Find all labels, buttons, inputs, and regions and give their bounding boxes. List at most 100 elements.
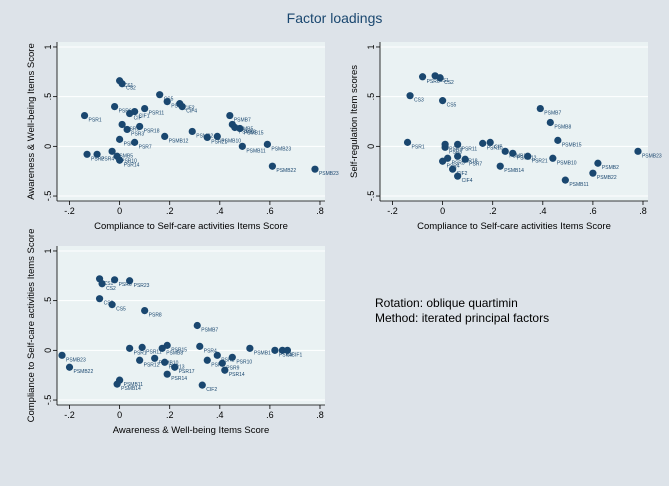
point-label: CIF1 <box>139 114 150 120</box>
point-label: PSR8 <box>124 141 137 147</box>
y-axis-title: Compliance to Self-care activities Items… <box>26 229 37 423</box>
data-point <box>126 277 134 285</box>
data-point <box>163 98 171 106</box>
data-point <box>131 107 139 116</box>
point-label: PSMB22 <box>597 175 617 181</box>
point-label: PSR6 <box>119 109 132 115</box>
point-label: PSR1 <box>412 144 425 150</box>
point-label: PSR14 <box>124 162 140 168</box>
x-tick-label: .6 <box>266 206 274 216</box>
data-point <box>594 159 602 167</box>
point-label: PSMB5 <box>236 126 253 132</box>
point-label: CIF2 <box>457 171 468 177</box>
point-label: PSMB7 <box>201 328 218 334</box>
point-label: PSMB22 <box>74 369 94 375</box>
point-label: PSR11 <box>146 349 162 355</box>
rotation-note: Rotation: oblique quartimin <box>375 296 518 310</box>
y-axis-title: Self-regulation Item scores <box>349 65 360 178</box>
data-point <box>278 346 287 354</box>
point-label: PSMB1 <box>254 350 271 356</box>
data-point <box>268 162 277 170</box>
point-label: PSR18 <box>462 158 478 164</box>
data-point <box>161 358 169 366</box>
point-label: PSR1 <box>89 118 102 124</box>
point-label: CIF4 <box>462 178 473 184</box>
y-tick-label: -.5 <box>43 395 53 406</box>
data-point <box>136 122 144 131</box>
point-label: PSR9 <box>449 146 462 152</box>
point-label: PSMB11 <box>246 148 266 154</box>
plot-area <box>57 42 325 201</box>
method-note: Method: iterated principal factors <box>375 311 550 325</box>
point-label: PSMB10 <box>159 360 179 366</box>
x-axis-title: Compliance to Self-care activities Items… <box>94 221 288 232</box>
y-tick-label: .5 <box>366 93 376 101</box>
x-tick-label: .4 <box>216 410 224 420</box>
point-label: PSR17 <box>179 369 195 375</box>
data-point <box>479 139 487 147</box>
point-label: PSR12 <box>144 362 160 368</box>
data-point <box>141 306 149 315</box>
point-label: PSMB23 <box>271 146 291 152</box>
data-point <box>496 162 504 170</box>
point-label: PSR11 <box>462 146 478 152</box>
data-point <box>311 165 319 173</box>
data-point <box>441 143 449 151</box>
data-point <box>151 354 159 362</box>
point-label: PSR6 <box>119 282 132 288</box>
x-tick-label: .8 <box>316 206 324 216</box>
point-label: PSR8 <box>149 313 162 319</box>
x-tick-label: .2 <box>489 206 497 216</box>
data-point <box>554 136 562 144</box>
data-point <box>546 118 554 127</box>
y-tick-label: -.5 <box>43 191 53 202</box>
y-tick-label: .5 <box>43 93 53 101</box>
data-point <box>436 74 444 82</box>
point-label: PSR10 <box>236 359 252 365</box>
point-label: PSR8 <box>449 149 462 155</box>
x-axis-title: Compliance to Self-care activities Items… <box>417 221 611 232</box>
point-label: CS3 <box>104 301 114 307</box>
point-label: PSR4 <box>204 348 217 354</box>
data-point <box>123 125 131 134</box>
data-point <box>246 344 254 352</box>
point-label: PSMB8 <box>554 124 571 130</box>
point-label: CS1 <box>104 281 114 287</box>
data-point <box>228 353 236 361</box>
scatter-panel-2: -.5 0 .5 1 -.2 0 .2 .4 .6 .8 Compliance to Self-ca… <box>349 42 662 232</box>
point-label: PSR2 <box>221 357 234 363</box>
point-label: PSMB5 <box>116 153 133 159</box>
data-point <box>163 370 171 378</box>
point-label: CS2 <box>126 86 136 92</box>
x-tick-label: .6 <box>589 206 597 216</box>
point-label: PSMB12 <box>169 138 189 144</box>
point-label: PSR4 <box>279 352 292 358</box>
data-point <box>116 135 124 143</box>
data-point <box>501 147 509 155</box>
point-label: PSR23 <box>134 283 150 289</box>
point-label: CIF1 <box>291 352 302 358</box>
point-label: PSMB11 <box>569 182 589 188</box>
data-point <box>116 156 124 164</box>
point-label: CIF <box>494 144 502 150</box>
point-label: PSR21 <box>211 139 227 145</box>
data-point <box>589 169 597 177</box>
y-tick-label: 1 <box>43 44 53 49</box>
point-label: PSMB15 <box>562 142 582 148</box>
point-label: PSR7 <box>139 144 152 150</box>
point-label: PSMB14 <box>121 386 141 392</box>
point-label: CIF <box>286 352 294 358</box>
point-label: PSMB2 <box>602 165 619 171</box>
data-point <box>126 344 134 352</box>
point-label: PSR10 <box>487 145 503 151</box>
point-label: PSR3 <box>452 160 465 166</box>
data-point <box>108 301 116 309</box>
point-label: PSR1 <box>134 350 147 356</box>
data-point <box>203 133 211 141</box>
data-point <box>444 154 452 162</box>
data-point <box>118 80 126 88</box>
data-point <box>561 176 569 184</box>
data-point <box>198 381 206 389</box>
point-label: CS5 <box>116 307 126 313</box>
point-label: PSMB14 <box>504 168 524 174</box>
